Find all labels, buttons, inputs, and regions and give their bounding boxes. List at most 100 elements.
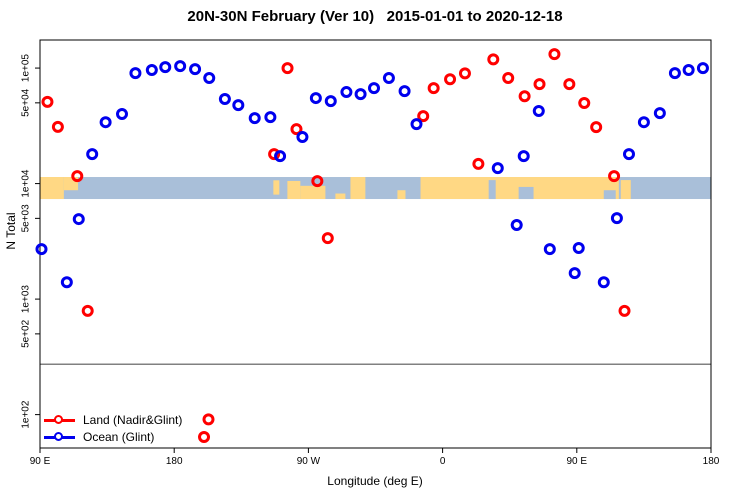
scatter-point-ocean	[368, 82, 381, 95]
map-band-ocean-gap	[603, 190, 616, 200]
y-tick-label: 1e+02	[21, 400, 32, 429]
x-tick-label: 90 E	[30, 456, 51, 467]
legend-circle-icon	[54, 415, 63, 424]
scatter-point-ocean	[340, 86, 353, 99]
scatter-point-ocean	[159, 61, 172, 74]
scatter-point-land	[502, 72, 515, 85]
scatter-point-ocean	[491, 162, 504, 175]
scatter-point-ocean	[248, 112, 261, 125]
scatter-point-ocean	[129, 67, 142, 80]
scatter-point-ocean	[232, 99, 245, 112]
scatter-point-land	[518, 90, 531, 103]
scatter-point-ocean	[189, 63, 202, 76]
scatter-point-ocean	[35, 243, 48, 256]
scatter-point-land	[487, 53, 500, 66]
scatter-point-ocean	[597, 276, 610, 289]
scatter-point-ocean	[532, 104, 545, 117]
map-band-land-segment	[40, 177, 64, 200]
scatter-point-ocean	[517, 150, 530, 163]
ocean-series-marker-icon	[44, 431, 75, 443]
scatter-point-ocean	[60, 276, 73, 289]
scatter-point-land	[427, 82, 440, 95]
y-tick-label: 5e+02	[21, 319, 32, 348]
scatter-point-land	[563, 78, 576, 91]
map-band-land-segment	[300, 185, 326, 200]
scatter-point-land	[268, 148, 281, 161]
scatter-point-land	[548, 48, 561, 61]
y-tick-label: 1e+04	[21, 169, 32, 198]
legend-label-ocean: Ocean (Glint)	[83, 430, 155, 444]
scatter-point-ocean	[398, 85, 411, 98]
scatter-point-land	[51, 120, 64, 133]
map-band-land-segment	[620, 180, 631, 200]
land-series-marker-icon	[44, 414, 75, 426]
scatter-point-ocean	[653, 107, 666, 120]
scatter-point-land	[533, 78, 546, 91]
scatter-point-land	[590, 121, 603, 134]
y-tick-label: 5e+03	[21, 204, 32, 233]
scatter-point-ocean	[354, 88, 367, 101]
scatter-point-land	[71, 170, 84, 183]
scatter-point-ocean	[145, 64, 158, 77]
plot-border	[39, 39, 712, 449]
scatter-point-ocean	[309, 92, 322, 105]
map-band-ocean-gap	[518, 186, 534, 200]
scatter-point-land	[321, 232, 334, 245]
map-band-land-segment	[397, 190, 406, 200]
scatter-point-land	[417, 110, 430, 123]
scatter-point-land	[281, 62, 294, 75]
chart-title: 20N-30N February (Ver 10) 2015-01-01 to …	[187, 8, 563, 25]
scatter-point-land	[311, 175, 324, 188]
scatter-point-ocean	[568, 267, 581, 280]
scatter-point-land	[472, 157, 485, 170]
scatter-point-ocean	[682, 64, 695, 77]
legend-label-land: Land (Nadir&Glint)	[83, 413, 183, 427]
scatter-point-land	[41, 95, 54, 108]
scatter-point-ocean	[203, 72, 216, 85]
scatter-point-ocean	[572, 241, 585, 254]
map-band-ocean-gap	[488, 180, 496, 200]
scatter-point-ocean	[218, 92, 231, 105]
scatter-point-ocean	[610, 212, 623, 225]
y-tick-label: 5e+04	[21, 88, 32, 117]
scatter-point-land	[198, 431, 211, 444]
scatter-point-ocean	[99, 116, 112, 129]
scatter-point-land	[458, 67, 471, 80]
legend-row-ocean: Ocean (Glint)	[44, 429, 182, 445]
scatter-point-ocean	[274, 150, 287, 163]
scatter-point-ocean	[174, 60, 187, 73]
y-tick-label: 1e+05	[21, 54, 32, 83]
scatter-point-ocean	[543, 243, 556, 256]
map-band-land-segment	[287, 180, 301, 200]
scatter-point-land	[81, 304, 94, 317]
scatter-point-ocean	[382, 72, 395, 85]
legend-row-land: Land (Nadir&Glint)	[44, 412, 182, 428]
scatter-point-ocean	[668, 67, 681, 80]
scatter-point-ocean	[264, 111, 277, 124]
scatter-point-ocean	[86, 148, 99, 161]
scatter-point-land	[578, 97, 591, 110]
scatter-point-ocean	[410, 118, 423, 131]
legend-circle-icon	[54, 432, 63, 441]
scatter-point-ocean	[622, 148, 635, 161]
map-band-land-segment	[350, 177, 366, 200]
scatter-point-ocean	[510, 219, 523, 232]
scatter-point-ocean	[72, 213, 85, 226]
map-band-land-segment	[273, 180, 280, 195]
scatter-point-land	[618, 304, 631, 317]
scatter-point-land	[444, 73, 457, 86]
x-tick-label: 90 W	[297, 456, 321, 467]
y-axis-title: N Total	[4, 212, 18, 250]
scatter-point-land	[608, 170, 621, 183]
scatter-point-land	[202, 413, 215, 426]
x-tick-label: 0	[440, 456, 446, 467]
x-tick-label: 90 E	[567, 456, 588, 467]
scatter-point-ocean	[324, 95, 337, 108]
scatter-point-ocean	[116, 108, 129, 121]
x-axis-title: Longitude (deg E)	[327, 474, 423, 488]
x-tick-label: 180	[703, 456, 720, 467]
scatter-point-ocean	[296, 131, 309, 144]
legend: Land (Nadir&Glint) Ocean (Glint)	[44, 412, 182, 445]
